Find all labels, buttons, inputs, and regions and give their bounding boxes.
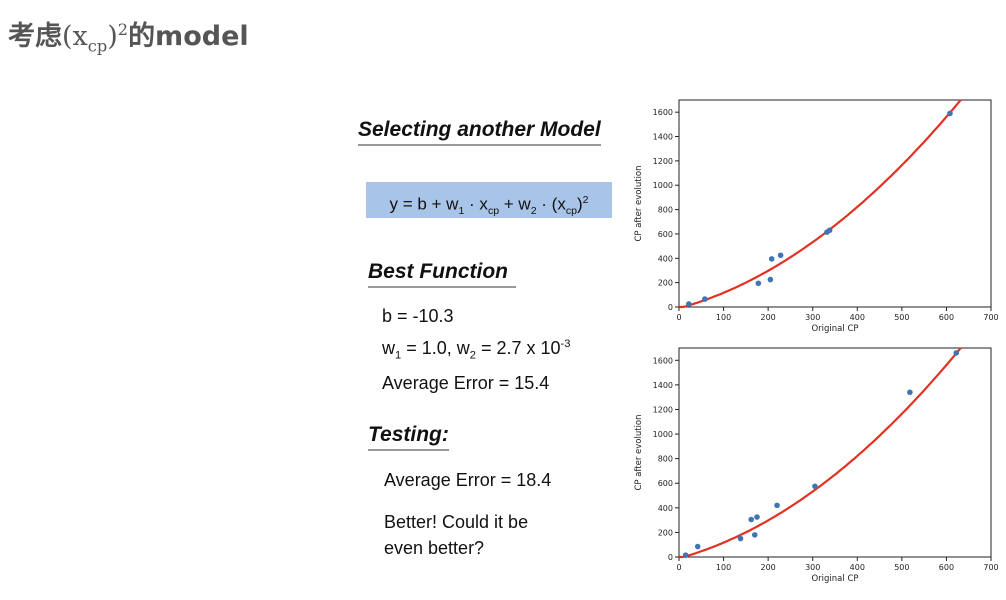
x-axis-label: Original CP <box>811 574 858 584</box>
x-tick-label: 200 <box>761 313 776 322</box>
better-line-2: even better? <box>384 538 484 559</box>
x-tick-label: 300 <box>805 313 820 322</box>
y-tick-label: 200 <box>658 528 673 537</box>
chart-test-group: 0 100 200 300 400 500 600 700 0 200 400 600 800 1000 1… <box>634 348 999 584</box>
x-axis-label: Original CP <box>811 324 858 334</box>
data-point <box>907 389 913 395</box>
heading-testing: Testing: <box>368 423 449 451</box>
fit-curve <box>679 348 961 557</box>
x-tick-label: 600 <box>939 313 954 322</box>
data-point <box>738 536 744 542</box>
w-values: w1 = 1.0, w2 = 2.7 x 10-3 <box>382 338 570 362</box>
b-value: b = -10.3 <box>382 306 454 327</box>
x-tick-label: 200 <box>761 563 776 572</box>
y-tick-label: 400 <box>658 254 673 263</box>
x-tick-label: 400 <box>850 313 865 322</box>
data-point <box>695 544 701 550</box>
data-point <box>756 280 762 286</box>
data-point <box>683 552 689 558</box>
x-tick-label: 500 <box>894 563 909 572</box>
y-tick-label: 1400 <box>653 133 673 142</box>
y-tick-label: 800 <box>658 455 673 464</box>
data-point <box>778 252 784 258</box>
x-tick-label: 400 <box>850 563 865 572</box>
plot-frame <box>679 348 991 557</box>
x-tick-label: 500 <box>894 313 909 322</box>
x-tick-label: 700 <box>983 313 998 322</box>
y-tick-label: 1000 <box>653 430 673 439</box>
heading-selecting-model: Selecting another Model <box>358 118 601 146</box>
data-point <box>752 532 758 538</box>
x-tick-label: 700 <box>983 563 998 572</box>
data-point <box>769 256 775 262</box>
y-tick-label: 1600 <box>653 108 673 117</box>
x-tick-label: 0 <box>676 313 681 322</box>
y-tick-label: 600 <box>658 230 673 239</box>
data-point <box>686 301 692 307</box>
x-tick-label: 0 <box>676 563 681 572</box>
heading-best-function: Best Function <box>368 260 516 288</box>
y-tick-label: 0 <box>668 553 673 562</box>
y-tick-label: 800 <box>658 206 673 215</box>
data-point <box>774 503 780 509</box>
y-tick-label: 200 <box>658 279 673 288</box>
x-tick-label: 600 <box>939 563 954 572</box>
data-point <box>953 350 959 356</box>
y-tick-label: 400 <box>658 504 673 513</box>
data-point <box>768 277 774 283</box>
y-tick-label: 1200 <box>653 405 673 414</box>
x-tick-label: 100 <box>716 313 731 322</box>
y-axis-label: CP after evolution <box>634 165 644 241</box>
data-point <box>947 111 953 117</box>
y-axis-label: CP after evolution <box>634 414 644 490</box>
fit-curve <box>679 100 961 307</box>
data-point <box>812 484 818 490</box>
y-tick-label: 1600 <box>653 356 673 365</box>
data-point <box>754 514 760 520</box>
y-tick-label: 1400 <box>653 381 673 390</box>
better-line-1: Better! Could it be <box>384 512 528 533</box>
data-point <box>748 517 754 523</box>
average-error-test: Average Error = 18.4 <box>384 470 551 491</box>
x-tick-label: 100 <box>716 563 731 572</box>
x-tick-label: 300 <box>805 563 820 572</box>
y-tick-label: 600 <box>658 479 673 488</box>
data-point <box>827 227 833 233</box>
y-tick-label: 1000 <box>653 181 673 190</box>
page-title: 考虑(xcp)2的model <box>8 14 249 55</box>
chart-train-group: 0 100 200 300 400 500 600 700 0 200 400 600 800 1000 1… <box>634 100 999 334</box>
average-error-train: Average Error = 15.4 <box>382 373 549 394</box>
model-formula: y = b + w1 · xcp + w2 · (xcp)2 <box>366 182 612 218</box>
plot-frame <box>679 100 991 307</box>
data-point <box>824 229 830 235</box>
y-tick-label: 1200 <box>653 157 673 166</box>
data-point <box>702 296 708 302</box>
y-tick-label: 0 <box>668 303 673 312</box>
